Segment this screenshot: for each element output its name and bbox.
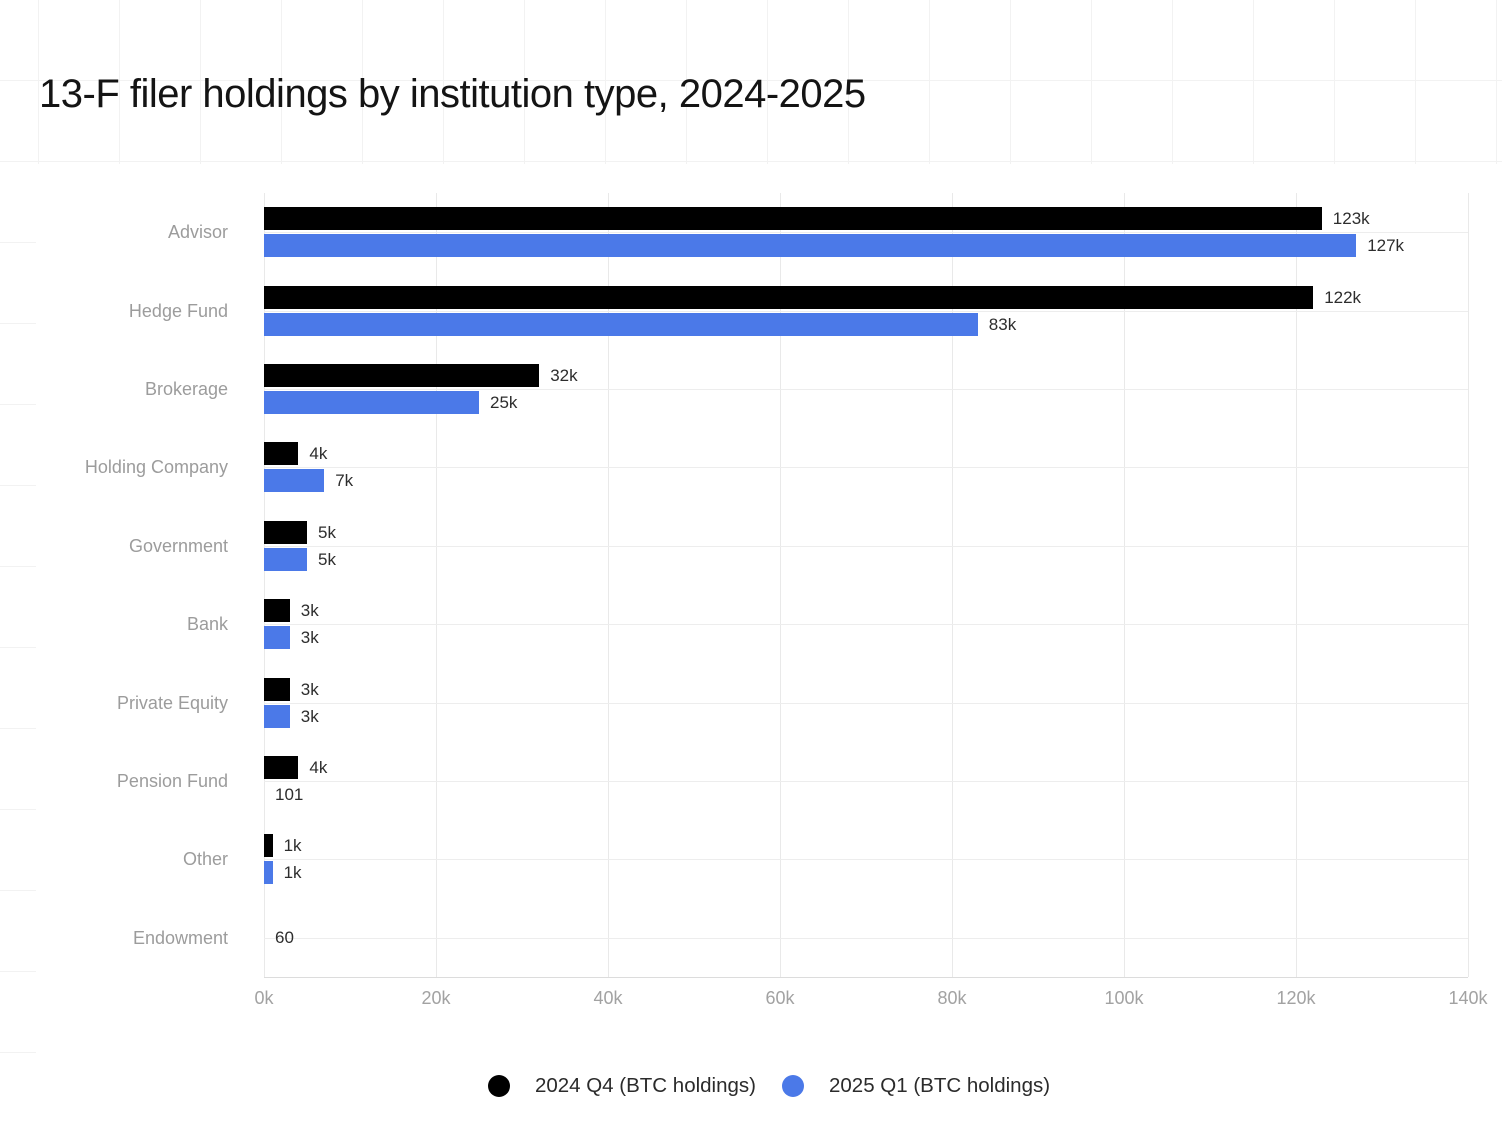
row-gridline (264, 937, 1468, 939)
legend-item-label: 2024 Q4 (BTC holdings) (534, 1074, 756, 1097)
bar-value-label: 3k (300, 679, 319, 699)
row-gridline (264, 702, 1468, 704)
bar-value-label: 1k (283, 863, 302, 883)
row-gridline (264, 232, 1468, 234)
bar-value-label: 122k (1324, 287, 1362, 307)
bar-value-label: 25k (490, 393, 518, 412)
row-gridline (264, 781, 1468, 782)
bar-q4-2024[interactable] (264, 677, 290, 701)
bar-value-label: 4k (309, 444, 328, 464)
bar-q4-2024[interactable] (264, 207, 1322, 231)
bar-value-label: 127k (1367, 236, 1405, 256)
bar-q4-2024[interactable] (264, 599, 290, 623)
bar-q4-2024[interactable] (264, 520, 307, 544)
bar-value-label: 83k (988, 314, 1017, 334)
x-axis-tick-label: 60k (765, 988, 795, 1008)
bar-value-label: 123k (1332, 209, 1370, 229)
bar-q4-2024[interactable] (264, 364, 540, 387)
category-label: Other (182, 849, 228, 870)
category-label: Private Equity (116, 692, 228, 713)
legend-item[interactable]: 2024 Q4 (BTC holdings) (487, 1074, 756, 1098)
bar-value-label: 60 (275, 928, 294, 948)
category-label: Hedge Fund (128, 300, 228, 321)
x-gridline (1124, 193, 1125, 977)
legend-item-label: 2025 Q1 (BTC holdings) (829, 1074, 1051, 1097)
bar-value-label: 4k (309, 758, 328, 777)
x-gridline (264, 193, 265, 977)
bar-value-label: 5k (318, 549, 336, 569)
category-label: Endowment (132, 927, 228, 948)
bar-value-label: 7k (335, 471, 354, 491)
category-label: Advisor (167, 222, 228, 243)
row-gridline (264, 310, 1468, 312)
row-gridline (264, 859, 1468, 861)
row-gridline (264, 389, 1468, 390)
bar-q1-2025[interactable] (264, 469, 325, 493)
chart-title: 13-F filer holdings by institution type,… (39, 72, 866, 116)
bar-q1-2025[interactable] (264, 547, 307, 571)
x-gridline (952, 193, 953, 977)
x-axis-tick-label: 40k (593, 988, 623, 1008)
bar-q1-2025[interactable] (264, 234, 1357, 258)
category-label: Holding Company (84, 457, 228, 478)
bar-q1-2025[interactable] (264, 861, 273, 885)
bar-value-label: 5k (318, 522, 336, 542)
x-gridline (436, 193, 437, 977)
bar-value-label: 101 (275, 785, 304, 804)
bar-q1-2025[interactable] (264, 626, 290, 650)
bar-q1-2025[interactable] (264, 312, 978, 336)
x-gridline (1296, 193, 1297, 977)
legend-dot-icon (487, 1075, 510, 1097)
x-axis-line (264, 977, 1468, 978)
x-axis-tick-label: 0k (254, 988, 274, 1008)
x-gridline (1468, 193, 1469, 977)
row-gridline (264, 545, 1468, 547)
chart-figure: 0k 20k 40k 60k 80k 100k 120k 140k Advisor 123k 127… (36, 164, 1502, 1132)
category-label: Pension Fund (116, 771, 228, 791)
x-gridline (608, 193, 609, 977)
x-axis-tick-label: 20k (421, 988, 451, 1008)
bar-value-label: 32k (550, 366, 578, 385)
category-label: Government (128, 535, 228, 556)
row-gridline (264, 624, 1468, 626)
x-axis-tick-label: 100k (1104, 988, 1144, 1008)
bar-q4-2024[interactable] (264, 756, 299, 779)
bar-value-label: 1k (283, 836, 302, 856)
legend: 2024 Q4 (BTC holdings) 2025 Q1 (BTC holdi… (36, 1074, 1502, 1098)
category-label: Bank (186, 614, 228, 635)
x-axis-tick-label: 120k (1276, 988, 1316, 1008)
bar-value-label: 3k (300, 706, 319, 726)
bar-q4-2024[interactable] (264, 442, 299, 466)
legend-dot-icon (782, 1075, 804, 1097)
legend-item[interactable]: 2025 Q1 (BTC holdings) (782, 1074, 1050, 1098)
bar-value-label: 3k (300, 628, 319, 648)
category-label: Brokerage (144, 379, 228, 399)
x-gridline (780, 193, 781, 977)
row-gridline (264, 467, 1468, 469)
bar-q1-2025[interactable] (264, 704, 290, 728)
x-axis-tick-label: 140k (1448, 988, 1488, 1008)
bar-value-label: 3k (300, 601, 319, 621)
bar-q4-2024[interactable] (264, 834, 273, 858)
bar-q1-2025[interactable] (264, 391, 479, 414)
x-axis-tick-label: 80k (937, 988, 967, 1008)
bar-q4-2024[interactable] (264, 285, 1314, 309)
